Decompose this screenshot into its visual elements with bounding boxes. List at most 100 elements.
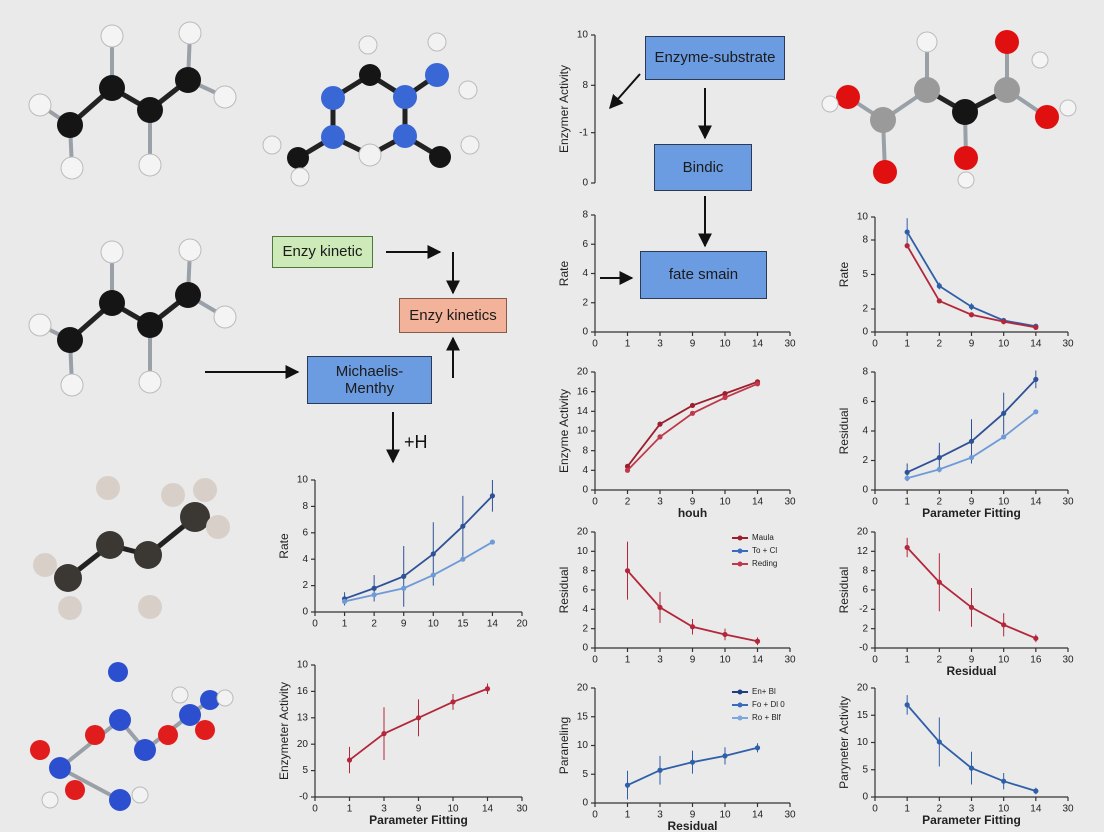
x-tick-label: 1 — [625, 655, 631, 666]
y-axis-label: Enzyme Activity — [557, 389, 571, 473]
x-tick-label: 1 — [625, 339, 631, 350]
x-tick-label: 14 — [482, 804, 494, 815]
x-tick-label: 30 — [1062, 339, 1074, 350]
y-tick-label: 10 — [577, 546, 589, 557]
data-point — [754, 381, 761, 387]
y-axis-label: Rate — [837, 262, 851, 288]
data-point — [904, 544, 910, 551]
y-axis-label: Rate — [557, 261, 571, 287]
y-tick-label: 4 — [302, 554, 308, 565]
y-tick-label: 16 — [577, 386, 589, 397]
flow-node: Enzy kinetic — [272, 236, 373, 268]
y-tick-label: 10 — [857, 737, 869, 748]
x-tick-label: 0 — [592, 339, 598, 350]
x-tick-label: 1 — [904, 497, 910, 508]
molecule — [30, 662, 234, 811]
y-tick-label: 20 — [577, 367, 589, 378]
x-tick-label: 14 — [487, 619, 499, 630]
x-tick-label: 0 — [312, 619, 318, 630]
data-point — [904, 469, 910, 475]
molecule — [821, 30, 1077, 189]
x-tick-label: 9 — [969, 655, 975, 666]
y-tick-label: 0 — [862, 485, 868, 496]
x-tick-label: 3 — [969, 804, 975, 815]
data-point — [936, 298, 942, 304]
y-axis-label: Rate — [277, 533, 291, 559]
data-point — [489, 493, 496, 499]
y-tick-label: 10 — [577, 426, 589, 437]
y-tick-label: 16 — [297, 686, 309, 697]
x-tick-label: 15 — [457, 619, 469, 630]
x-tick-label: 2 — [937, 804, 943, 815]
y-tick-label: 0 — [582, 178, 588, 189]
legend-marker — [737, 702, 743, 708]
y-tick-label: 8 — [302, 501, 308, 512]
y-tick-label: 0 — [862, 792, 868, 803]
data-point — [754, 638, 761, 644]
x-tick-label: 14 — [752, 655, 764, 666]
x-axis-label: houh — [678, 506, 707, 520]
data-point — [450, 699, 456, 705]
data-point — [1001, 410, 1007, 416]
x-tick-label: 0 — [872, 655, 878, 666]
y-tick-label: 5 — [302, 765, 308, 776]
y-tick-label: 5 — [862, 269, 868, 280]
data-point — [936, 283, 942, 289]
x-axis-label: Parameter Fitting — [922, 813, 1021, 827]
data-point — [401, 573, 407, 579]
data-point — [401, 585, 407, 591]
data-point — [722, 391, 728, 397]
y-tick-label: 2 — [582, 297, 588, 308]
y-tick-label: 5 — [862, 764, 868, 775]
data-point — [657, 434, 663, 440]
y-axis-label: Residual — [557, 567, 571, 614]
x-tick-label: 14 — [752, 497, 764, 508]
data-point — [371, 585, 377, 591]
data-point — [657, 767, 663, 773]
legend-label: Reding — [752, 559, 777, 568]
y-tick-label: 20 — [297, 739, 309, 750]
x-tick-label: 9 — [690, 497, 696, 508]
y-tick-label: -0 — [859, 643, 868, 654]
legend-marker — [737, 689, 743, 695]
legend-marker — [737, 548, 743, 554]
y-axis-label: Paryneter Activity — [837, 696, 851, 789]
x-tick-label: 0 — [872, 497, 878, 508]
x-tick-label: 30 — [516, 804, 528, 815]
data-point — [968, 454, 975, 461]
data-point — [381, 731, 387, 737]
y-tick-label: 15 — [577, 711, 589, 722]
y-tick-label: 8 — [862, 367, 868, 378]
y-tick-label: 0 — [862, 327, 868, 338]
x-tick-label: 1 — [347, 804, 353, 815]
y-tick-label: 0 — [582, 643, 588, 654]
x-tick-label: 2 — [625, 497, 631, 508]
x-tick-label: 9 — [969, 497, 975, 508]
x-tick-label: 10 — [998, 497, 1010, 508]
annotation: +H — [404, 432, 428, 452]
data-point — [936, 579, 942, 585]
y-tick-label: 2 — [862, 623, 868, 634]
x-tick-label: 0 — [592, 655, 598, 666]
x-tick-label: 2 — [937, 497, 943, 508]
data-point — [1033, 409, 1039, 415]
data-point — [1033, 376, 1039, 382]
x-axis-label: Parameter Fitting — [922, 506, 1021, 520]
y-tick-label: 2 — [582, 623, 588, 634]
data-point — [689, 402, 696, 409]
data-point — [341, 598, 348, 605]
legend-label: Fo + Dl 0 — [752, 700, 785, 709]
y-tick-label: 6 — [582, 239, 588, 250]
data-point — [1001, 778, 1007, 784]
y-tick-label: 10 — [577, 30, 589, 41]
legend-label: Maula — [752, 533, 774, 542]
arrows — [205, 73, 712, 464]
x-tick-label: 14 — [1030, 804, 1042, 815]
data-point — [624, 463, 631, 469]
data-point — [936, 454, 942, 461]
flow-node: Enzy kinetics — [399, 298, 507, 333]
x-tick-label: 30 — [784, 655, 796, 666]
data-point — [415, 715, 422, 721]
y-tick-label: 6 — [582, 585, 588, 596]
